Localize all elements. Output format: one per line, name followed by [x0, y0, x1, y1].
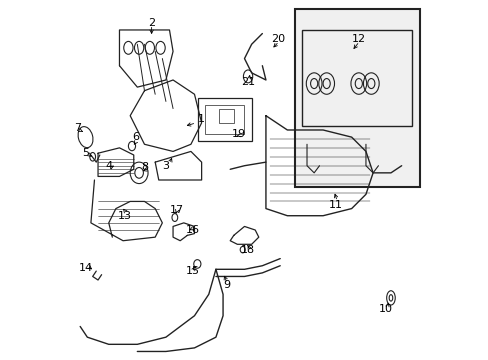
Text: 5: 5 — [82, 148, 89, 158]
Text: 11: 11 — [328, 200, 342, 210]
Text: 17: 17 — [169, 205, 183, 215]
Text: 9: 9 — [223, 280, 230, 291]
Text: 15: 15 — [185, 266, 199, 276]
Text: 21: 21 — [241, 77, 255, 87]
Text: 12: 12 — [351, 34, 365, 44]
Bar — [205, 105, 244, 134]
Text: 7: 7 — [74, 123, 81, 133]
Text: 3: 3 — [162, 161, 169, 171]
Bar — [198, 98, 251, 141]
Bar — [219, 109, 233, 123]
Bar — [294, 9, 419, 187]
Text: 20: 20 — [271, 34, 285, 44]
Text: 14: 14 — [78, 262, 92, 273]
Text: 4: 4 — [105, 161, 112, 171]
Text: 1: 1 — [198, 114, 204, 124]
Text: 19: 19 — [232, 129, 245, 139]
Text: 16: 16 — [185, 225, 199, 235]
Bar — [301, 30, 411, 126]
Text: 13: 13 — [118, 211, 132, 221]
Text: 10: 10 — [378, 303, 392, 314]
Text: 18: 18 — [241, 245, 255, 255]
Text: 8: 8 — [141, 162, 148, 172]
Text: 6: 6 — [132, 132, 139, 142]
Text: 2: 2 — [148, 18, 155, 28]
